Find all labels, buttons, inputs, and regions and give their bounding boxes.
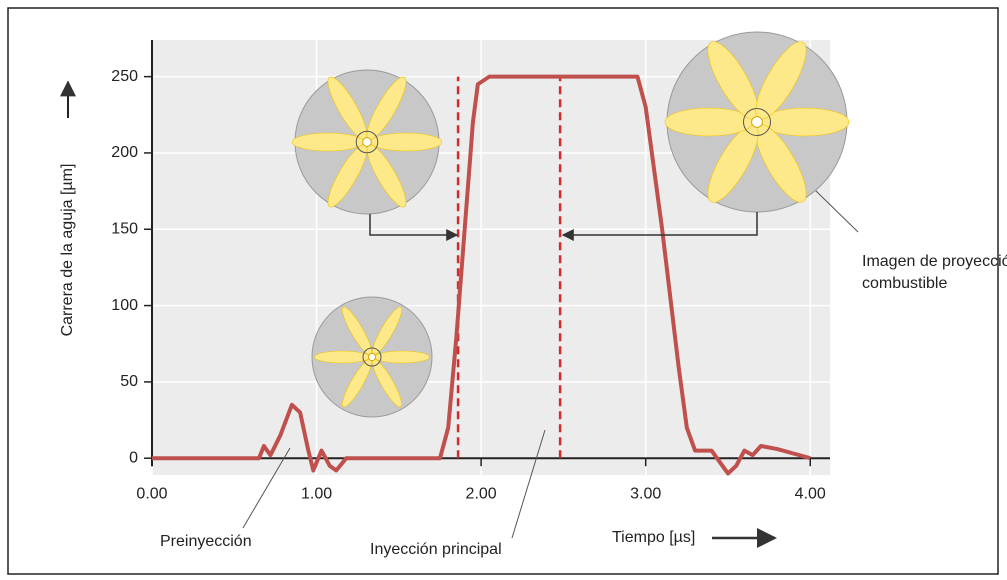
spray-jet [375, 351, 430, 363]
y-tick-label: 100 [111, 297, 138, 314]
x-tick-label: 4.00 [795, 485, 826, 502]
spray-nozzle [368, 353, 375, 360]
y-axis-label: Carrera de la aguja [µm] [59, 164, 76, 337]
spray-jet [370, 133, 442, 151]
annotation: Preinyección [160, 533, 252, 550]
y-tick-label: 250 [111, 68, 138, 85]
x-tick-label: 3.00 [630, 485, 661, 502]
annotation: combustible [862, 275, 947, 292]
y-tick-label: 150 [111, 220, 138, 237]
y-tick-label: 200 [111, 144, 138, 161]
annotation: Imagen de proyección del [862, 253, 1007, 270]
x-tick-label: 1.00 [301, 485, 332, 502]
x-axis-label: Tiempo [µs] [612, 529, 695, 546]
y-tick-label: 0 [129, 449, 138, 466]
x-tick-label: 2.00 [466, 485, 497, 502]
spray-nozzle [752, 117, 763, 128]
chart: 0 50 100 150 200 250 0.00 1.00 2.00 3.00 4.00 Carr… [0, 0, 1007, 580]
x-tick-label: 0.00 [136, 485, 167, 502]
spray-jet [292, 133, 364, 151]
spray-nozzle [363, 138, 372, 147]
spray-jet [315, 351, 370, 363]
annotation: Inyección principal [370, 541, 502, 558]
y-tick-label: 50 [120, 373, 138, 390]
